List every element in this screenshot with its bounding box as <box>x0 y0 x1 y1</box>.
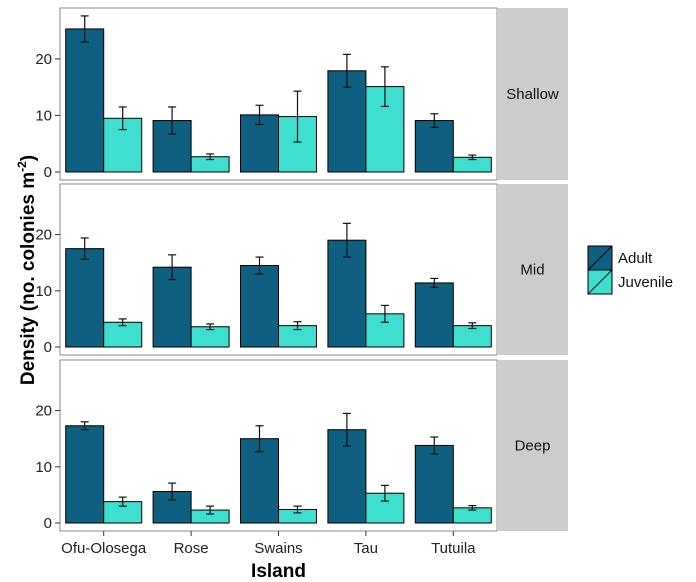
x-tick-label: Rose <box>174 540 209 557</box>
y-tick-label: 10 <box>35 459 52 476</box>
bar-deep-adult-ofu-olosega <box>65 425 105 524</box>
strip-mid <box>497 184 568 355</box>
legend-label-juvenile: Juvenile <box>618 274 673 291</box>
x-tick-label: Tutuila <box>431 540 476 557</box>
bar-deep-adult-tutuila <box>414 444 454 524</box>
bar-shallow-adult-tutuila <box>414 120 454 173</box>
y-axis-title-close: ) <box>18 155 39 161</box>
y-tick-label: 20 <box>35 227 52 244</box>
x-tick-label: Swains <box>254 540 302 557</box>
y-axis-title: Density (no. colonies m-2) <box>15 155 39 385</box>
x-tick-label: Tau <box>354 540 378 557</box>
strip-deep <box>497 360 568 531</box>
bar-mid-adult-rose <box>152 266 192 348</box>
strip-label-mid: Mid <box>520 262 544 279</box>
bar-mid-adult-swains <box>240 265 279 348</box>
bar-mid-adult-ofu-olosega <box>65 248 105 348</box>
legend-key-slash <box>587 269 613 295</box>
y-tick-label: 20 <box>35 403 52 420</box>
y-tick-label: 0 <box>44 515 52 532</box>
y-axis-title-main: Density <box>18 311 39 385</box>
y-tick-label: 0 <box>44 339 52 356</box>
bar-deep-adult-swains <box>240 438 279 524</box>
y-tick-label: 20 <box>35 51 52 68</box>
y-axis-title-exponent: -2 <box>15 161 29 172</box>
x-tick-label: Ofu-Olosega <box>61 540 147 557</box>
y-tick-label: 0 <box>44 164 52 181</box>
bar-shallow-adult-ofu-olosega <box>65 28 105 173</box>
bar-mid-adult-tutuila <box>414 282 454 348</box>
y-axis-title-unit: (no. colonies m <box>18 172 39 311</box>
y-tick-label: 10 <box>35 107 52 124</box>
legend-key-slash <box>587 245 613 271</box>
strip-shallow <box>497 8 568 180</box>
x-axis-title: Island <box>251 561 306 582</box>
strip-label-deep: Deep <box>515 438 551 455</box>
legend-label-adult: Adult <box>618 250 653 267</box>
y-tick-label: 10 <box>35 283 52 300</box>
strip-label-shallow: Shallow <box>506 86 559 103</box>
